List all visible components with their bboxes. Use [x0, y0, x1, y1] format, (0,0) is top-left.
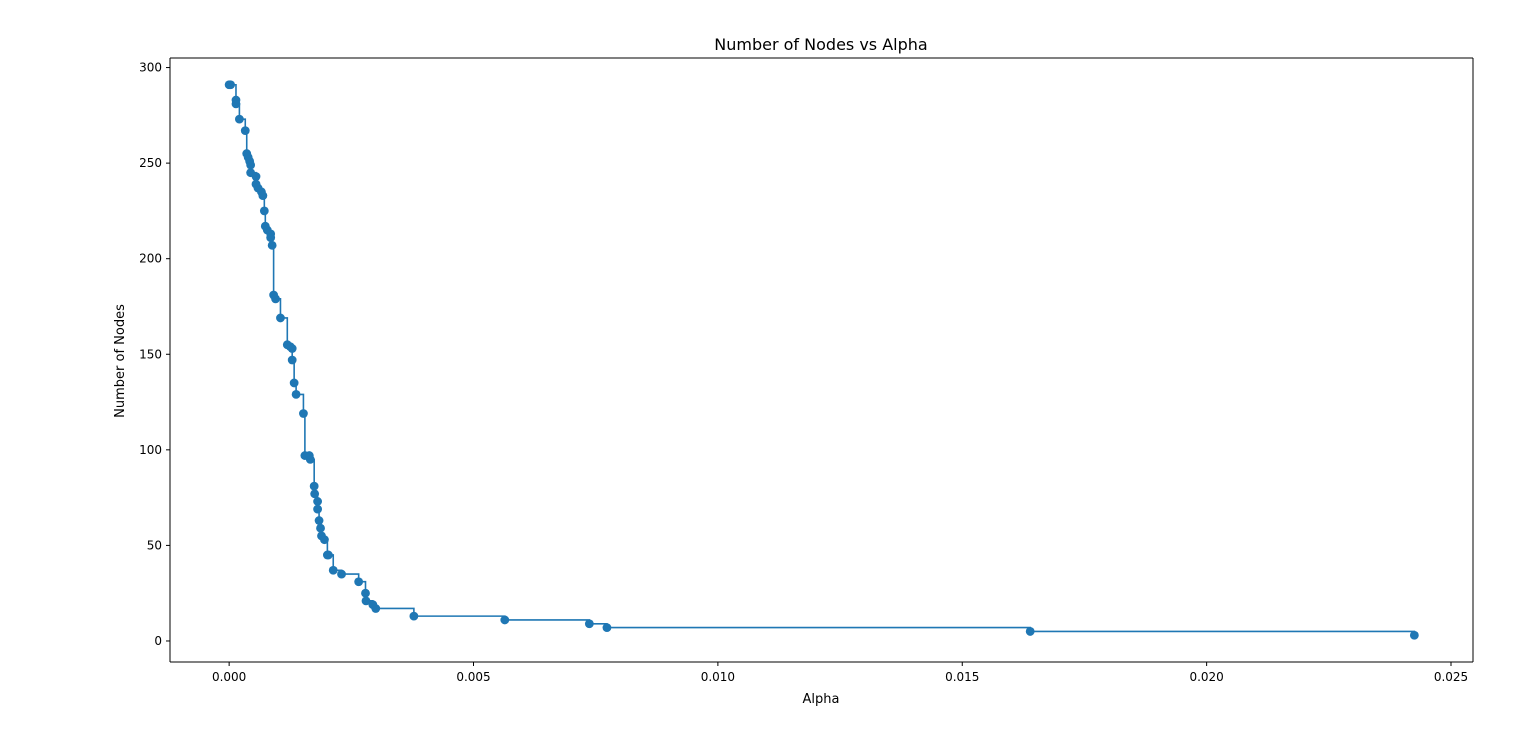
data-point — [361, 588, 370, 598]
series-layer — [224, 80, 1419, 640]
data-point — [328, 565, 338, 575]
data-point — [354, 577, 364, 587]
data-point — [1025, 627, 1035, 636]
data-point — [409, 611, 419, 621]
data-point — [287, 344, 297, 353]
y-tick-label: 50 — [147, 538, 162, 552]
x-tick-label: 0.005 — [456, 670, 490, 684]
x-tick-label: 0.000 — [212, 670, 246, 684]
data-point — [1409, 630, 1419, 640]
y-tick-label: 100 — [139, 443, 162, 457]
data-point — [309, 481, 319, 491]
data-point — [313, 497, 322, 506]
data-point — [314, 516, 324, 525]
data-point — [602, 623, 612, 632]
x-axis-label: Alpha — [803, 692, 840, 707]
y-tick-label: 150 — [139, 347, 162, 361]
data-point — [259, 206, 269, 216]
data-point — [267, 240, 277, 250]
data-point — [310, 489, 320, 499]
data-point — [246, 160, 256, 170]
y-tick-label: 250 — [139, 156, 162, 170]
x-tick-label: 0.010 — [701, 670, 735, 684]
data-point — [258, 191, 268, 201]
data-point — [289, 378, 299, 388]
data-point — [231, 99, 241, 109]
data-point — [299, 409, 308, 418]
x-tick-label: 0.025 — [1434, 670, 1468, 684]
data-point — [500, 615, 510, 625]
data-point — [276, 313, 285, 323]
data-point — [291, 390, 301, 399]
data-point — [361, 596, 371, 606]
data-point — [240, 126, 250, 136]
data-point — [271, 294, 280, 304]
data-point — [584, 619, 594, 629]
y-axis-ticks: 0 50 100 150 200 250 300 — [139, 61, 170, 648]
data-point — [320, 535, 329, 545]
data-point — [226, 80, 236, 90]
data-point — [313, 504, 322, 514]
data-point — [323, 550, 333, 560]
chart-title: Number of Nodes vs Alpha — [714, 35, 927, 54]
data-point — [337, 569, 346, 579]
x-tick-label: 0.015 — [945, 670, 979, 684]
data-point — [235, 114, 244, 124]
plot-background — [170, 58, 1473, 662]
data-point — [371, 604, 381, 613]
data-point — [305, 454, 315, 464]
plot-area — [169, 57, 1474, 663]
data-point — [287, 355, 297, 365]
x-tick-label: 0.020 — [1189, 670, 1223, 684]
y-tick-label: 0 — [154, 634, 162, 648]
y-tick-label: 300 — [139, 61, 162, 75]
y-axis-label: Number of Nodes — [113, 304, 128, 418]
data-point — [251, 172, 261, 181]
data-point — [266, 233, 276, 243]
y-tick-label: 200 — [139, 252, 162, 266]
data-point — [316, 523, 325, 533]
x-axis-ticks: 0.000 0.005 0.010 0.015 0.020 0.025 — [212, 662, 1468, 684]
